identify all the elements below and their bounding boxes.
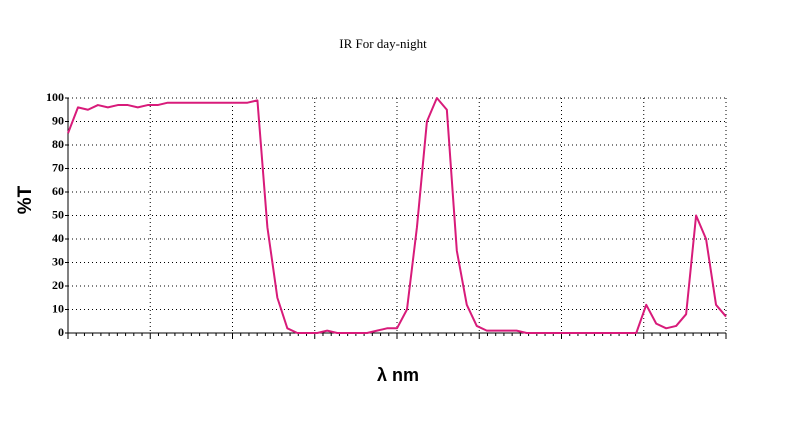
y-axis-label: %T	[15, 185, 36, 214]
y-tick-label: 80	[52, 137, 64, 151]
chart-title: IR For day-night	[339, 36, 427, 51]
y-tick-label: 10	[52, 301, 64, 315]
y-tick-label: 0	[58, 325, 64, 339]
y-tick-label: 90	[52, 113, 64, 127]
y-tick-label: 30	[52, 254, 64, 268]
y-tick-label: 40	[52, 231, 64, 245]
y-tick-label: 60	[52, 184, 64, 198]
y-tick-label: 50	[52, 207, 64, 221]
y-tick-label: 20	[52, 278, 64, 292]
y-tick-label: 100	[46, 90, 64, 104]
x-axis-label: λ nm	[377, 365, 419, 385]
y-tick-label: 70	[52, 160, 64, 174]
data-line	[67, 97, 727, 334]
